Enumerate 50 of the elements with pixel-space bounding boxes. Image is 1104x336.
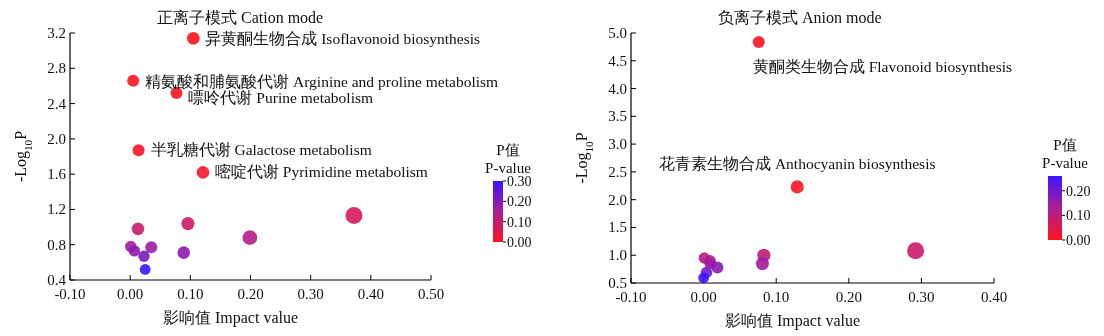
x-tick-label: 0.10 [763, 289, 790, 305]
y-tick-label: 2.0 [47, 130, 66, 147]
annotation: 黄酮类生物合成 Flavonoid biosynthesis [752, 57, 1013, 75]
x-axis-title: 影响值 Impact value [724, 312, 861, 330]
x-tick-label: 0.40 [980, 289, 1008, 305]
y-tick-label: 0.5 [608, 275, 627, 291]
x-tick-label: 0.30 [297, 286, 324, 302]
color-bar-title: P值 P-value [485, 142, 532, 176]
y-tick-label: 3.2 [47, 25, 66, 41]
y-tick-label: 0.4 [47, 272, 67, 288]
color-bar-label: 0.00 [1066, 233, 1091, 248]
x-tick-label: 0.20 [835, 289, 862, 305]
x-tick-label: -0.10 [615, 289, 647, 305]
annotation: 精氨酸和脯氨酸代谢 Arginine and proline metabolism [145, 72, 499, 90]
x-tick-label: 0.20 [237, 286, 264, 302]
y-tick-label: 1.6 [47, 166, 67, 183]
x-tick-label: 0.40 [357, 286, 384, 302]
annotation: 花青素生物合成 Anthocyanin biosynthesis [659, 154, 936, 172]
y-tick-label: 5.0 [608, 25, 627, 41]
color-bar-label: 0.20 [1066, 183, 1091, 199]
y-tick-label: 4.5 [608, 52, 627, 69]
y-tick-label: 0.8 [47, 236, 66, 253]
x-tick-label: 0.10 [177, 286, 204, 302]
color-bar-title: P值 P-value [1042, 137, 1089, 171]
color-bar-label: 0.30 [507, 174, 532, 189]
y-tick-label: 2.0 [608, 191, 627, 208]
x-tick-label: 0.00 [117, 286, 144, 302]
x-tick-label: 0.30 [908, 289, 935, 305]
y-tick-label: 4.0 [608, 80, 627, 97]
y-tick-label: 2.8 [47, 60, 66, 77]
chart-title: 负离子模式 Anion mode [718, 9, 882, 26]
color-bar-label: 0.00 [507, 235, 532, 250]
y-tick-label: 1.2 [47, 201, 66, 218]
x-axis-title: 影响值 Impact value [162, 309, 299, 327]
x-tick-label: 0.00 [690, 289, 717, 305]
annotation: 半乳糖代谢 Galactose metabolism [150, 141, 372, 159]
x-tick-label: 0.50 [417, 286, 445, 302]
color-bar-label: 0.10 [1066, 208, 1091, 224]
y-tick-label: 1.0 [608, 247, 627, 264]
chart-title: 正离子模式 Cation mode [157, 9, 324, 26]
annotation: 异黄酮生物合成 Isoflavonoid biosynthesis [205, 30, 481, 48]
y-tick-label: 2.5 [608, 163, 627, 180]
y-tick-label: 2.4 [47, 95, 67, 112]
annotation: 嘧啶代谢 Pyrimidine metabolism [214, 163, 428, 181]
y-tick-label: 3.0 [608, 136, 627, 153]
x-tick-label: -0.10 [54, 286, 86, 302]
color-bar-label: 0.20 [507, 194, 532, 210]
color-bar-label: 0.10 [507, 214, 532, 230]
y-tick-label: 1.5 [608, 219, 627, 236]
y-tick-label: 3.5 [608, 108, 627, 125]
